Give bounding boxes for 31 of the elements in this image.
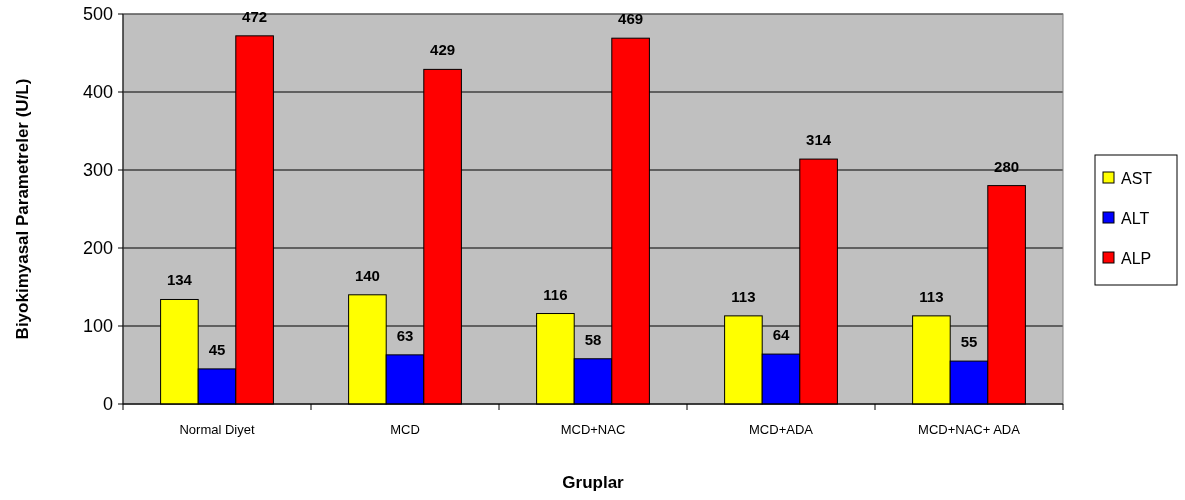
data-label: 134 [166, 271, 193, 289]
x-tick-label: MCD+NAC [560, 422, 626, 437]
y-tick-label: 400 [82, 82, 113, 103]
legend-label: ALT [1121, 209, 1150, 227]
x-tick-label: MCD [390, 422, 420, 437]
data-label: 116 [543, 285, 568, 303]
data-label: 113 [919, 287, 944, 305]
x-tick-label: MCD+NAC+ ADA [918, 422, 1021, 437]
data-label: 140 [354, 266, 380, 284]
x-tick-label: Normal Diyet [179, 422, 255, 437]
y-tick-label: 200 [82, 238, 113, 259]
legend-label: ALP [1121, 249, 1152, 267]
data-label: 280 [994, 157, 1020, 175]
data-label: 429 [430, 41, 456, 59]
y-axis-title: Biyokimyasal Parametreler (U/L) [13, 78, 32, 340]
data-label: 58 [584, 330, 602, 348]
legend-label: AST [1121, 169, 1153, 187]
data-label: 55 [960, 333, 978, 351]
data-label: 113 [731, 287, 756, 305]
data-label: 472 [242, 7, 268, 25]
data-label: 64 [772, 326, 790, 344]
data-label: 314 [806, 131, 832, 149]
data-label: 45 [208, 340, 226, 358]
y-tick-label: 100 [82, 316, 113, 337]
y-tick-label: 500 [82, 4, 113, 25]
x-tick-label: MCD+ADA [749, 422, 814, 437]
data-label: 469 [618, 10, 644, 28]
y-tick-label: 0 [102, 394, 113, 415]
y-tick-label: 300 [82, 160, 113, 181]
data-label: 63 [396, 326, 414, 344]
x-axis-title: Gruplar [562, 473, 625, 492]
